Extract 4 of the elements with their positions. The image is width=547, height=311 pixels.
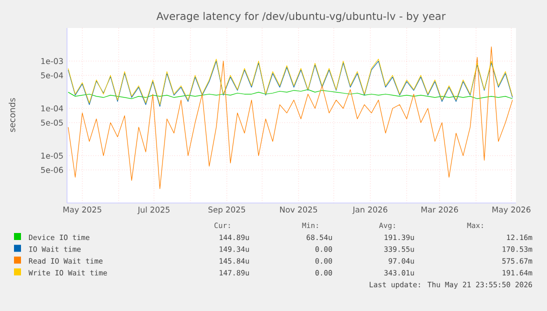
y-axis-title: seconds (8, 98, 16, 132)
line-series (68, 89, 513, 100)
chart-title: Average latency for /dev/ubuntu-vg/ubuntu-lv - by year (156, 12, 446, 22)
line-series (68, 46, 513, 190)
